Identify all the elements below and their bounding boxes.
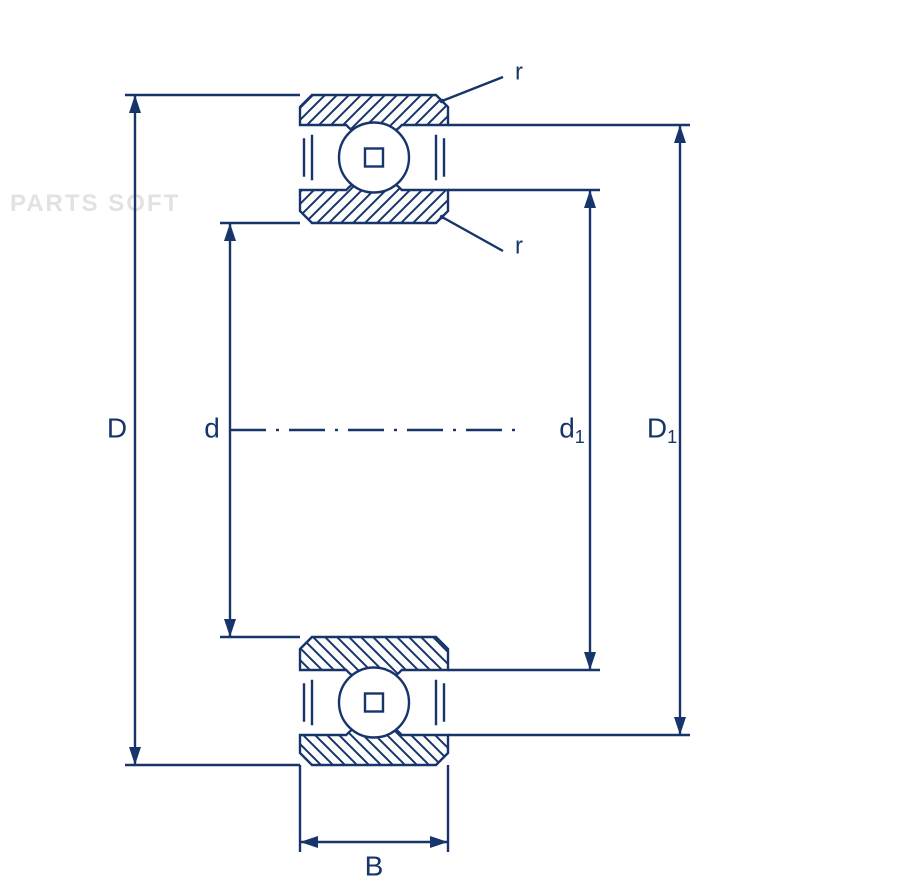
svg-text:B: B [365, 850, 384, 881]
svg-text:r: r [515, 232, 523, 259]
svg-text:D1: D1 [647, 412, 677, 446]
bearing-diagram: Dd d1 D1 Br r [0, 0, 900, 896]
svg-text:r: r [515, 58, 523, 85]
svg-text:D: D [107, 412, 127, 443]
svg-text:d: d [204, 412, 220, 443]
svg-text:d1: d1 [559, 412, 585, 446]
